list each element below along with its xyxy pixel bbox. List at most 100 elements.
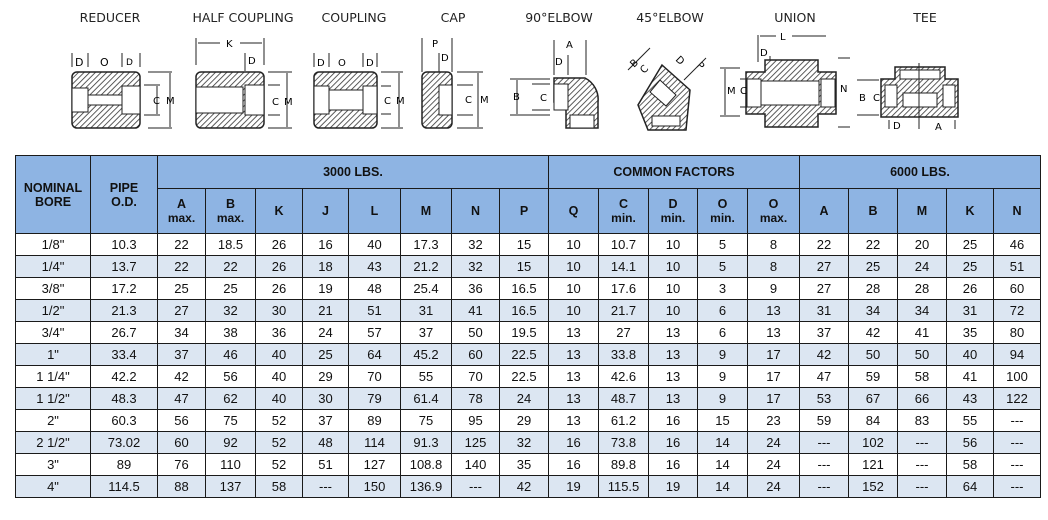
dimension-cell: 22 [205, 255, 256, 278]
dimension-cell: 17.3 [400, 233, 452, 256]
dimension-cell: 18.5 [205, 233, 256, 256]
diagram-title: COUPLING [321, 10, 387, 25]
table-row: 4" 114.5 88 137 58 --- 150 136.9 --- 42 19 115.5 19 1… [15, 475, 1041, 498]
dimension-cell: 10 [548, 255, 599, 278]
dimension-cell: 61.4 [400, 387, 452, 410]
dimension-cell: 25 [157, 277, 206, 300]
dimension-cell: 9 [697, 387, 748, 410]
column-header: A [799, 188, 849, 234]
dimension-cell: --- [451, 475, 500, 498]
column-header-letter: L [370, 204, 379, 218]
dimension-cell: 29 [499, 409, 549, 432]
dimension-cell: 22 [848, 233, 898, 256]
table-body: 1/8" 10.3 22 18.5 26 16 40 17.3 32 15 10 10.7 10 5 8 22… [15, 233, 1041, 498]
svg-text:D: D [893, 121, 901, 132]
dimension-cell: 50 [451, 321, 500, 344]
pipe-od-cell: 10.3 [90, 233, 158, 256]
dimension-cell: 30 [255, 299, 303, 322]
column-header: P [499, 188, 549, 234]
dimension-cell: --- [799, 431, 849, 454]
dimension-cell: 22 [157, 233, 206, 256]
column-header: Q [548, 188, 599, 234]
dimension-cell: 10 [648, 255, 698, 278]
dimension-cell: 115.5 [598, 475, 649, 498]
dimension-cell: 40 [255, 387, 303, 410]
dimension-cell: 14 [697, 475, 748, 498]
column-header-qualifier: min. [611, 211, 636, 225]
dimension-cell: 26 [946, 277, 994, 300]
dimension-cell: 17 [747, 343, 800, 366]
column-header-letter: A [819, 204, 829, 218]
dimension-cell: 62 [205, 387, 256, 410]
dimension-cell: 15 [697, 409, 748, 432]
svg-text:D: D [366, 58, 374, 69]
column-header-letter: N [470, 204, 481, 218]
dimension-cell: 137 [205, 475, 256, 498]
dimension-cell: 16 [302, 233, 349, 256]
dimension-cell: 60 [157, 431, 206, 454]
dimension-cell: 31 [946, 299, 994, 322]
dimension-cell: 95 [451, 409, 500, 432]
dimension-cell: 51 [302, 453, 349, 476]
dimension-cell: 34 [897, 299, 947, 322]
dimension-cell: 15 [499, 233, 549, 256]
dimension-cell: 114 [348, 431, 401, 454]
dimension-cell: 28 [897, 277, 947, 300]
dimension-cell: 83 [897, 409, 947, 432]
dimension-cell: 48 [302, 431, 349, 454]
dimension-cell: 8 [747, 255, 800, 278]
dimension-cell: 79 [348, 387, 401, 410]
dimension-cell: 37 [400, 321, 452, 344]
svg-text:C: C [465, 95, 472, 106]
dimension-cell: 10 [648, 299, 698, 322]
dimension-cell: 53 [799, 387, 849, 410]
svg-text:D: D [760, 48, 768, 59]
elbow-90-drawing: A D B C [510, 40, 599, 129]
pipe-od-cell: 21.3 [90, 299, 158, 322]
dimension-cell: 27 [157, 299, 206, 322]
dimension-cell: 66 [897, 387, 947, 410]
column-header-letter: C [618, 197, 629, 211]
reducer-drawing: D O D M C [71, 53, 175, 129]
diagram-title: CAP [440, 10, 466, 25]
dimension-cell: 46 [993, 233, 1041, 256]
pipe-od-cell: 89 [90, 453, 158, 476]
dimension-cell: 45.2 [400, 343, 452, 366]
dimension-cell: 32 [451, 233, 500, 256]
dimension-cell: 31 [400, 299, 452, 322]
svg-text:D: D [248, 56, 256, 67]
table-row: 3" 89 76 110 52 51 127 108.8 140 35 16 89.8 16 14 24 --… [15, 453, 1041, 476]
svg-text:N: N [840, 84, 847, 95]
dimension-cell: 16 [648, 431, 698, 454]
dimension-cell: 5 [697, 233, 748, 256]
column-header-letter: P [519, 204, 529, 218]
dimension-cell: 31 [799, 299, 849, 322]
dimension-cell: 38 [205, 321, 256, 344]
table-row: 3/8" 17.2 25 25 26 19 48 25.4 36 16.5 10 17.6 10 3 9 27… [15, 277, 1041, 300]
dimension-cell: 14 [697, 453, 748, 476]
dimension-cell: 10.7 [598, 233, 649, 256]
dimension-cell: 3 [697, 277, 748, 300]
nominal-bore-cell: 2" [15, 409, 91, 432]
dimension-cell: 55 [400, 365, 452, 388]
cap-drawing: P D M C [421, 38, 489, 129]
column-header-qualifier: min. [710, 211, 735, 225]
dimension-cell: 36 [451, 277, 500, 300]
dimension-cell: 36 [255, 321, 303, 344]
svg-text:D: D [673, 54, 686, 67]
dimension-cell: 42 [848, 321, 898, 344]
dimension-cell: 76 [157, 453, 206, 476]
nominal-bore-cell: 1/2" [15, 299, 91, 322]
dimension-cell: 25 [946, 255, 994, 278]
dimension-cell: 24 [747, 453, 800, 476]
dimension-cell: 27 [598, 321, 649, 344]
dimension-cell: 37 [799, 321, 849, 344]
dimension-cell: 121 [848, 453, 898, 476]
dimension-cell: 41 [946, 365, 994, 388]
dimension-cell: 75 [205, 409, 256, 432]
nominal-bore-cell: 3/4" [15, 321, 91, 344]
dimension-cell: 61.2 [598, 409, 649, 432]
